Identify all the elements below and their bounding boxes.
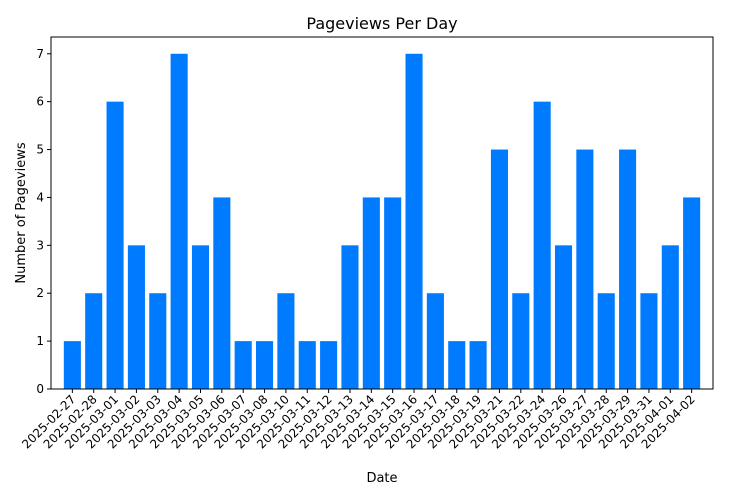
- bar: [341, 245, 359, 389]
- y-tick-label: 5: [36, 143, 44, 157]
- bar: [127, 245, 145, 389]
- y-tick-label: 0: [36, 382, 44, 396]
- bar: [320, 341, 338, 389]
- bar: [554, 245, 573, 389]
- bar: [277, 293, 295, 389]
- bar: [597, 293, 615, 389]
- bar: [490, 149, 508, 389]
- bar: [619, 149, 637, 389]
- bar: [661, 245, 679, 389]
- y-axis-label: Number of Pageviews: [14, 142, 29, 283]
- bar: [512, 293, 530, 389]
- plot-area: 012345672025-02-272025-02-282025-03-0120…: [19, 36, 714, 451]
- y-tick-label: 3: [36, 238, 44, 252]
- bar: [170, 53, 188, 390]
- bar: [191, 245, 210, 389]
- y-tick-label: 7: [36, 47, 44, 61]
- bar: [106, 101, 124, 389]
- bar: [362, 197, 380, 389]
- bar: [63, 341, 81, 389]
- bar: [234, 341, 252, 389]
- y-tick-label: 1: [36, 334, 44, 348]
- bar: [256, 341, 274, 389]
- bar: [405, 53, 423, 390]
- bar: [213, 197, 231, 389]
- bar: [576, 149, 594, 389]
- bar: [85, 293, 103, 389]
- y-tick-label: 4: [36, 190, 44, 204]
- y-tick-label: 2: [36, 286, 44, 300]
- chart-title: Pageviews Per Day: [306, 14, 457, 33]
- bar: [533, 101, 551, 389]
- bar: [448, 341, 466, 389]
- bar: [384, 197, 402, 389]
- bar: [426, 293, 444, 389]
- bar: [469, 341, 487, 389]
- y-tick-label: 6: [36, 95, 44, 109]
- bar: [149, 293, 167, 389]
- bar: [683, 197, 701, 389]
- bar: [640, 293, 658, 389]
- plot-frame: [50, 36, 714, 390]
- bar: [298, 341, 316, 389]
- x-axis-label: Date: [366, 471, 397, 486]
